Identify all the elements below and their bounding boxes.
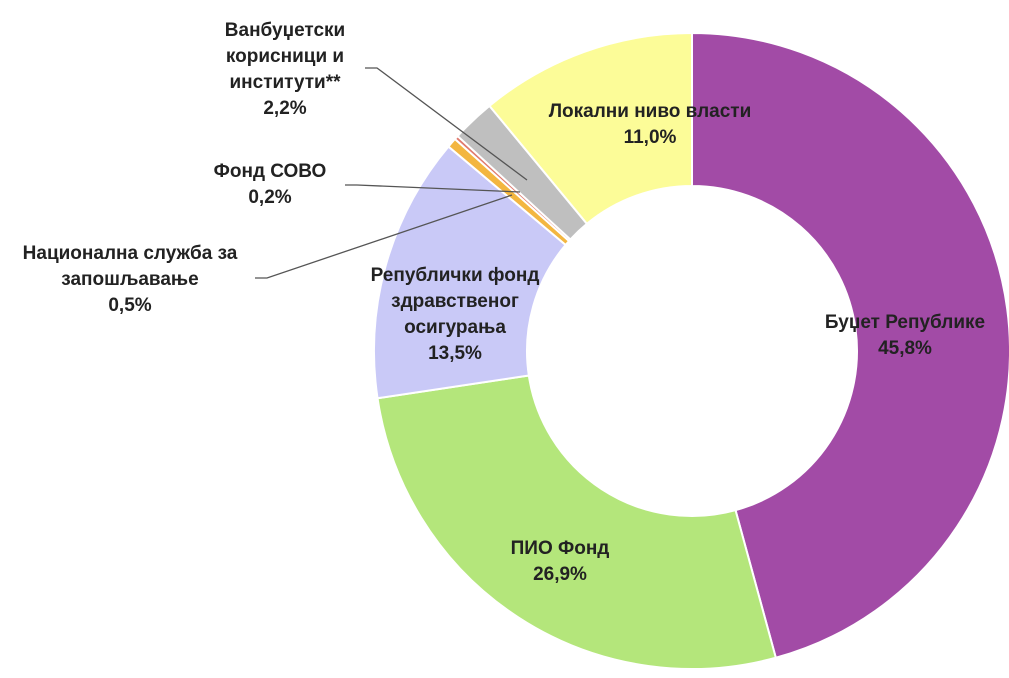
category-name: Национална служба за запошљавање xyxy=(22,243,238,290)
slice xyxy=(488,31,693,226)
value-label: 13,5% xyxy=(428,343,482,364)
value-label: 11,0% xyxy=(623,127,677,148)
slice xyxy=(376,374,778,670)
value-label: 0,5% xyxy=(108,295,152,316)
slice-label: ПИО Фонд 26,9% xyxy=(460,536,660,588)
leader-line xyxy=(365,67,528,181)
leader-line xyxy=(345,184,521,193)
slice-label: Ванбуџетски корисници и институти** 2,2% xyxy=(195,18,375,122)
category-name: ПИО Фонд xyxy=(510,538,610,559)
slice-label: Републички фонд здравственог осигурања 13… xyxy=(350,263,560,367)
category-name: Фонд СОВО xyxy=(213,161,327,182)
leader-line xyxy=(255,194,513,279)
value-label: 0,2% xyxy=(248,187,292,208)
category-name: Буџет Републике xyxy=(824,312,986,333)
value-label: 2,2% xyxy=(263,98,307,119)
slice-label: Национална служба за запошљавање 0,5% xyxy=(0,241,260,319)
slice xyxy=(373,145,568,400)
category-name: Локални ниво власти xyxy=(548,101,752,122)
value-label: 26,9% xyxy=(533,564,587,585)
slice-label: Локални ниво власти 11,0% xyxy=(510,99,790,151)
category-name: Ванбуџетски корисници и институти** xyxy=(224,20,346,93)
value-label: 45,8% xyxy=(878,338,932,359)
slice-label: Буџет Републике 45,8% xyxy=(805,310,1005,362)
slice xyxy=(691,31,1009,659)
category-name: Републички фонд здравственог осигурања xyxy=(370,265,540,338)
slice-label: Фонд СОВО 0,2% xyxy=(180,159,360,211)
